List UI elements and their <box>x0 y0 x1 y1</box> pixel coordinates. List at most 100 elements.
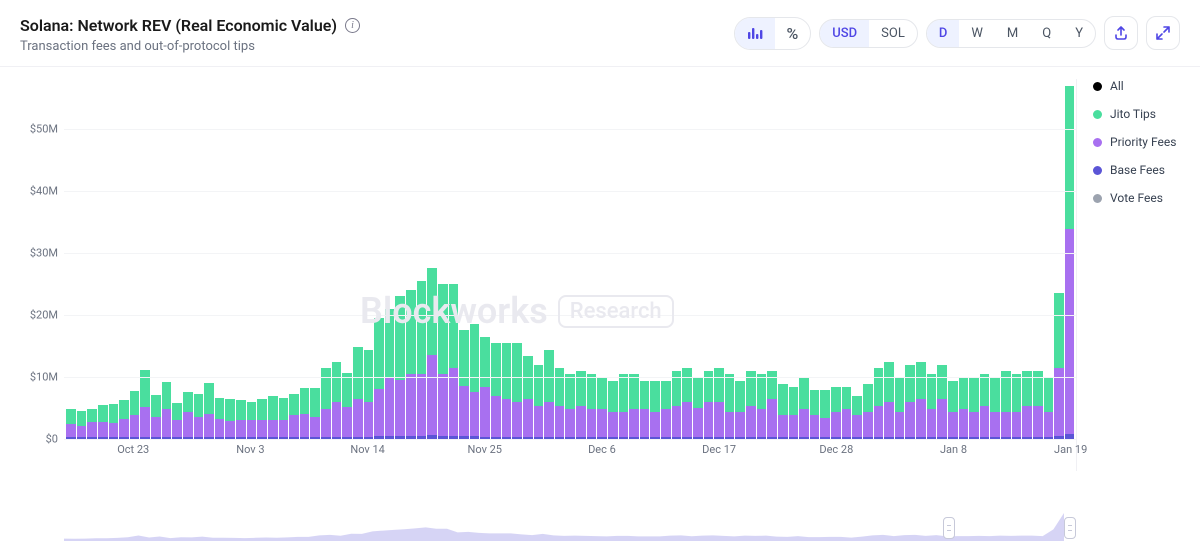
bar[interactable] <box>990 378 1000 439</box>
bar[interactable] <box>491 343 501 439</box>
legend-item-jito-tips[interactable]: Jito Tips <box>1093 107 1188 121</box>
bar[interactable] <box>459 330 469 439</box>
bar[interactable] <box>555 368 565 439</box>
bar[interactable] <box>385 309 395 439</box>
legend-item-base-fees[interactable]: Base Fees <box>1093 163 1188 177</box>
bar[interactable] <box>778 384 788 439</box>
bar[interactable] <box>194 394 204 439</box>
bar[interactable] <box>523 356 533 439</box>
bar[interactable] <box>438 284 448 439</box>
bar[interactable] <box>789 387 799 439</box>
legend-item-priority-fees[interactable]: Priority Fees <box>1093 135 1188 149</box>
bar[interactable] <box>332 362 342 439</box>
bar[interactable] <box>119 400 129 439</box>
brush-handle-left[interactable] <box>943 517 955 539</box>
bar[interactable] <box>449 284 459 439</box>
bar[interactable] <box>682 368 692 439</box>
bar[interactable] <box>1022 371 1032 439</box>
bar[interactable] <box>204 383 214 439</box>
percent-view-button[interactable]: % <box>775 18 811 49</box>
bar[interactable] <box>268 396 278 439</box>
bar[interactable] <box>704 371 714 439</box>
bar[interactable] <box>767 371 777 439</box>
bar[interactable] <box>852 396 862 439</box>
timeframe-option-w[interactable]: W <box>959 20 995 47</box>
bar[interactable] <box>597 378 607 439</box>
bar[interactable] <box>735 381 745 439</box>
bar[interactable] <box>757 374 767 439</box>
bar[interactable] <box>417 281 427 439</box>
bar[interactable] <box>289 394 299 439</box>
bar[interactable] <box>470 324 480 439</box>
legend-item-vote-fees[interactable]: Vote Fees <box>1093 191 1188 205</box>
currency-option-sol[interactable]: SOL <box>869 20 917 47</box>
bar[interactable] <box>650 381 660 439</box>
bar[interactable] <box>512 343 522 439</box>
bar[interactable] <box>1033 371 1043 439</box>
brush-handle-right[interactable] <box>1064 517 1076 539</box>
bar[interactable] <box>1065 86 1075 439</box>
bar[interactable] <box>810 390 820 439</box>
time-brush[interactable] <box>64 507 1070 549</box>
bar[interactable] <box>279 398 289 439</box>
currency-option-usd[interactable]: USD <box>820 20 869 47</box>
bar[interactable] <box>130 391 140 439</box>
bar[interactable] <box>427 268 437 439</box>
export-button[interactable] <box>1104 16 1138 50</box>
bar[interactable] <box>672 371 682 439</box>
bar[interactable] <box>342 373 352 439</box>
bar[interactable] <box>959 378 969 439</box>
bar[interactable] <box>948 381 958 439</box>
bar[interactable] <box>310 388 320 440</box>
bar[interactable] <box>725 374 735 439</box>
bar[interactable] <box>565 374 575 439</box>
bar[interactable] <box>661 381 671 439</box>
bar[interactable] <box>1044 378 1054 439</box>
bar[interactable] <box>746 371 756 439</box>
bar[interactable] <box>395 296 405 439</box>
fullscreen-button[interactable] <box>1146 16 1180 50</box>
bar[interactable] <box>842 387 852 439</box>
bar[interactable] <box>257 399 267 439</box>
bar[interactable] <box>980 374 990 439</box>
bar[interactable] <box>693 378 703 439</box>
bar[interactable] <box>544 350 554 439</box>
bar[interactable] <box>820 390 830 439</box>
bar[interactable] <box>895 378 905 439</box>
legend-item-all[interactable]: All <box>1093 79 1188 93</box>
bar[interactable] <box>321 368 331 439</box>
bar[interactable] <box>576 371 586 439</box>
bar[interactable] <box>629 374 639 439</box>
bar[interactable] <box>874 368 884 439</box>
bar[interactable] <box>353 347 363 439</box>
bar[interactable] <box>480 337 490 439</box>
bar[interactable] <box>183 392 193 439</box>
bar[interactable] <box>1012 374 1022 439</box>
timeframe-option-q[interactable]: Q <box>1030 20 1063 47</box>
timeframe-option-y[interactable]: Y <box>1063 20 1095 47</box>
bar[interactable] <box>247 402 257 439</box>
bar[interactable] <box>587 374 597 439</box>
bar[interactable] <box>172 403 182 439</box>
bar[interactable] <box>300 388 310 440</box>
bar[interactable] <box>98 405 108 439</box>
bar[interactable] <box>799 378 809 439</box>
bar[interactable] <box>502 343 512 439</box>
bar[interactable] <box>374 318 384 439</box>
bar[interactable] <box>162 382 172 439</box>
bar[interactable] <box>109 404 119 439</box>
bar[interactable] <box>927 374 937 439</box>
bar[interactable] <box>406 290 416 439</box>
bar[interactable] <box>608 381 618 439</box>
bar[interactable] <box>714 368 724 439</box>
bar[interactable] <box>225 399 235 439</box>
bar[interactable] <box>863 384 873 439</box>
info-icon[interactable]: i <box>345 18 360 33</box>
bar[interactable] <box>151 395 161 439</box>
bar[interactable] <box>640 381 650 439</box>
bars-view-button[interactable] <box>735 18 775 49</box>
timeframe-option-m[interactable]: M <box>995 20 1030 47</box>
bar[interactable] <box>619 374 629 439</box>
bar[interactable] <box>236 400 246 439</box>
bar[interactable] <box>77 411 87 439</box>
